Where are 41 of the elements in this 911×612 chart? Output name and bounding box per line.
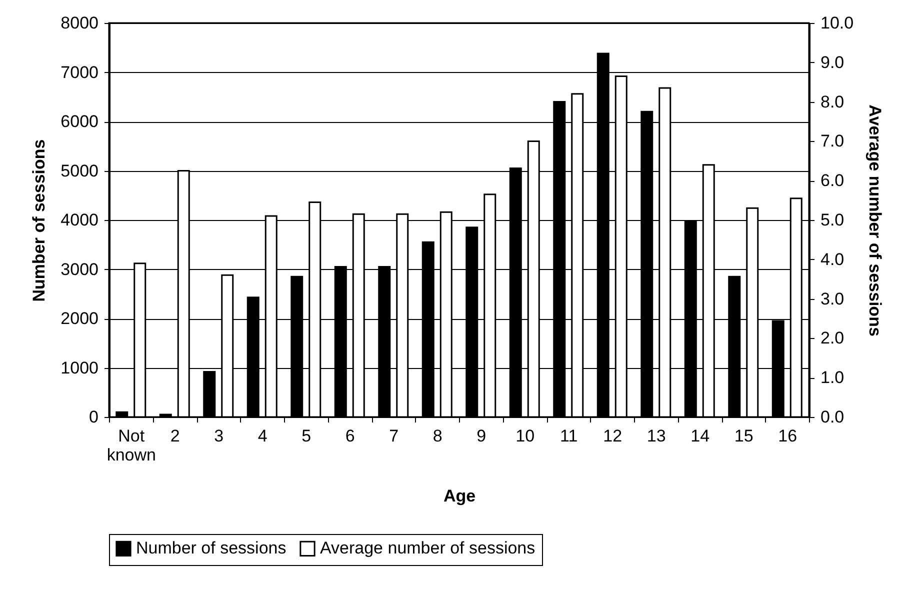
x-tick-label: 4: [258, 426, 268, 446]
x-tick-label: 5: [302, 426, 312, 446]
legend-label: Number of sessions: [136, 538, 286, 558]
y2-tick-label: 8.0: [820, 92, 844, 112]
y-tick-label: 4000: [60, 210, 98, 230]
x-tick-label: 10: [516, 426, 535, 446]
y-tick-label: 7000: [60, 62, 98, 82]
legend-label: Average number of sessions: [320, 538, 536, 558]
y-tick-label: 0: [89, 408, 98, 426]
y-tick-label: 8000: [60, 14, 98, 32]
x-tick-label: 15: [734, 426, 754, 446]
y2-tick-label: 4.0: [820, 250, 844, 269]
y-tick-label: 1000: [60, 358, 98, 378]
y2-tick-label: 0.0: [820, 408, 844, 426]
y2-tick-label: 7.0: [820, 132, 844, 151]
x-tick-label: 14: [690, 426, 710, 446]
y-axis-title: Number of sessions: [30, 139, 49, 302]
y-tick-label: 5000: [60, 161, 98, 180]
x-tick-label: 3: [214, 426, 224, 446]
y-tick-label: 2000: [60, 309, 98, 328]
x-tick-label: 6: [345, 426, 355, 446]
y2-tick-label: 6.0: [820, 171, 844, 190]
y2-tick-label: 9.0: [820, 52, 844, 72]
x-tick-label: 12: [603, 426, 622, 446]
y-tick-label: 6000: [60, 112, 98, 131]
y2-tick-label: 1.0: [820, 368, 844, 388]
x-tick-label: 7: [389, 426, 399, 446]
y2-axis-title: Average number of sessions: [866, 104, 885, 336]
y2-tick-label: 2.0: [820, 328, 844, 348]
x-tick-label: 13: [646, 426, 666, 446]
x-tick-label: 9: [476, 426, 486, 446]
y2-tick-label: 10.0: [820, 14, 854, 32]
x-tick-label: 16: [778, 426, 798, 446]
y2-tick-label: 3.0: [820, 289, 844, 308]
x-axis-title: Age: [443, 486, 476, 506]
y2-tick-label: 5.0: [820, 210, 844, 230]
x-tick-label: 8: [432, 426, 442, 446]
x-tick-label: 11: [560, 426, 578, 446]
x-tick-label: 2: [170, 426, 180, 446]
x-tick-label: Not known: [106, 426, 156, 464]
y-tick-label: 3000: [60, 260, 98, 279]
